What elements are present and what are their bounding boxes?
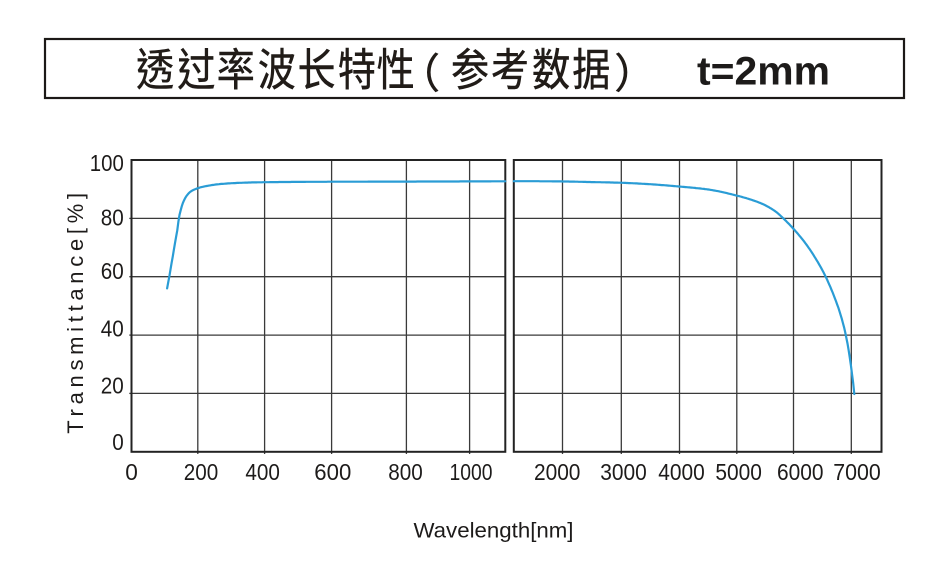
svg-text:5000: 5000 — [715, 459, 762, 485]
svg-text:200: 200 — [184, 459, 219, 485]
svg-text:6000: 6000 — [777, 459, 824, 485]
svg-text:600: 600 — [314, 459, 351, 485]
svg-text:40: 40 — [101, 316, 124, 342]
svg-text:0: 0 — [125, 459, 138, 485]
svg-text:20: 20 — [101, 373, 124, 399]
svg-text:80: 80 — [101, 205, 124, 231]
svg-text:60: 60 — [101, 258, 124, 284]
svg-text:3000: 3000 — [600, 459, 647, 485]
svg-text:4000: 4000 — [658, 459, 705, 485]
svg-text:7000: 7000 — [833, 459, 881, 485]
svg-text:1000: 1000 — [450, 459, 493, 485]
svg-text:400: 400 — [245, 459, 280, 485]
svg-text:100: 100 — [90, 150, 124, 176]
svg-text:0: 0 — [112, 429, 124, 455]
svg-text:2000: 2000 — [534, 459, 581, 485]
svg-text:t=2mm: t=2mm — [697, 50, 830, 94]
svg-text:Wavelength[nm]: Wavelength[nm] — [414, 518, 574, 543]
svg-text:Transmittance[%]: Transmittance[%] — [63, 188, 88, 434]
svg-text:800: 800 — [388, 459, 423, 485]
